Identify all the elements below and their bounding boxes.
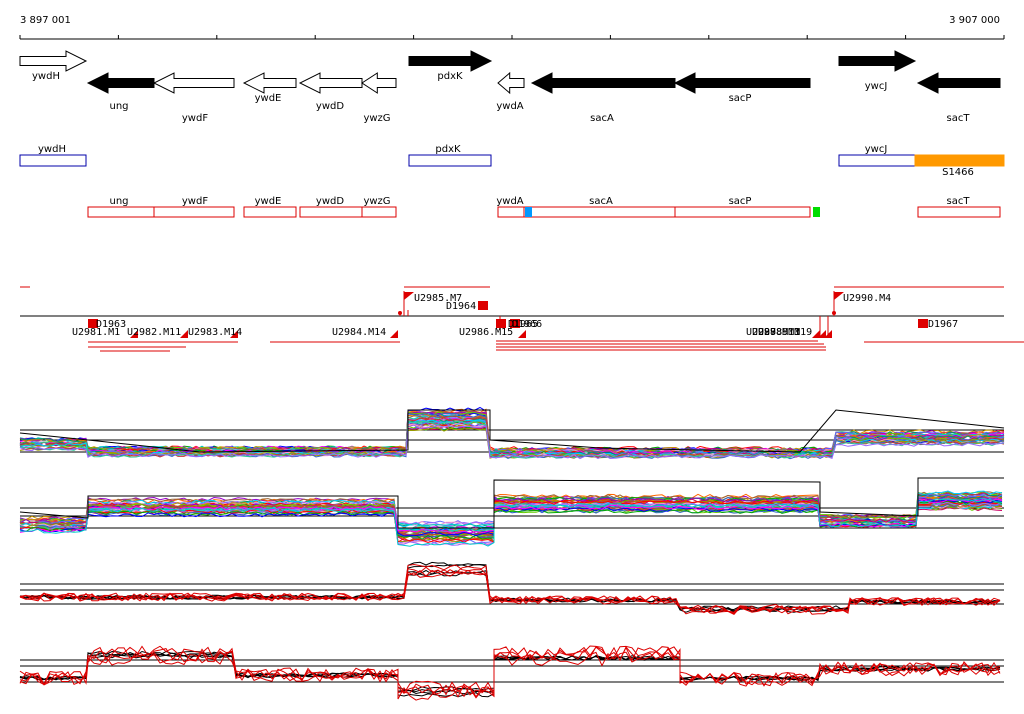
gene-label-ywdA: ywdA <box>496 101 523 112</box>
minus-label-ywzG: ywzG <box>363 196 390 207</box>
gene-label-ywdD: ywdD <box>316 101 344 112</box>
promoter-triangle <box>180 330 188 338</box>
gene-arrow-ywcJ[interactable] <box>838 50 917 72</box>
gene-arrow-ywdF[interactable] <box>152 72 235 94</box>
minus-box-sacT[interactable] <box>917 206 1001 218</box>
minus-box-ywdD[interactable] <box>299 206 363 218</box>
plus-label-ywdH: ywdH <box>38 144 66 155</box>
feature-label-U2984.M14: U2984.M14 <box>332 327 386 338</box>
gene-label-sacT: sacT <box>947 113 971 124</box>
plus-strand-track: ywdH pdxK ywcJ S1466 <box>19 144 1005 178</box>
feature-label-D1965: D1965 <box>508 319 538 330</box>
gene-arrow-ywdH[interactable] <box>19 50 88 72</box>
plus-box-pdxK[interactable] <box>408 154 492 167</box>
feature-label-D1966: D1966 <box>512 319 542 330</box>
profile-panel-4 <box>19 645 1004 701</box>
minus-label-ung: ung <box>109 196 128 207</box>
promoter-triangle <box>130 330 138 338</box>
minus-strand-track: ung ywdF ywdE ywdD ywzG ywdA sacA sacP sacT <box>87 196 1001 218</box>
minus-label-sacT: sacT <box>947 196 971 207</box>
minus-label-ywdD: ywdD <box>316 196 344 207</box>
expression-profiles <box>19 406 1005 701</box>
promoter-triangle <box>390 330 398 338</box>
feature-label-U2982.M11: U2982.M11 <box>127 327 181 338</box>
feature-label-D1967: D1967 <box>928 319 958 330</box>
minus-box-ywdF[interactable] <box>153 206 235 218</box>
minus-label-ywdE: ywdE <box>255 196 282 207</box>
coord-start: 3 897 001 <box>20 15 71 26</box>
plus-label-pdxK: pdxK <box>435 144 461 155</box>
gene-label-pdxK: pdxK <box>437 71 463 82</box>
minus-box-ywdE[interactable] <box>243 206 297 218</box>
minus-label-sacA: sacA <box>589 196 613 207</box>
coord-end: 3 907 000 <box>949 15 1000 26</box>
gene-arrow-ywdD[interactable] <box>298 72 363 94</box>
minus-box-ywzG[interactable] <box>361 206 397 218</box>
plus-box-ywdH[interactable] <box>19 154 87 167</box>
plus-box-ywcJ[interactable] <box>838 154 916 167</box>
plus-box-S1466[interactable] <box>914 154 1005 167</box>
gene-arrow-sacP[interactable] <box>673 72 811 94</box>
feature-label-D1964: D1964 <box>446 301 476 312</box>
minus-mark-0 <box>525 207 532 217</box>
feature-label-D1963: D1963 <box>96 319 126 330</box>
feature-track-lines <box>20 286 1024 352</box>
minus-label-sacP: sacP <box>729 196 752 207</box>
profile-panel-2 <box>19 477 1004 547</box>
minus-box-ywdA[interactable] <box>497 206 525 218</box>
terminator-block <box>478 301 488 310</box>
minus-mark-1 <box>813 207 820 217</box>
minus-box-sacA[interactable] <box>523 206 676 218</box>
promoter-flag <box>834 292 844 300</box>
terminator-block <box>918 319 928 328</box>
feature-label-U2983.M14: U2983.M14 <box>188 327 242 338</box>
gene-arrow-ywzG[interactable] <box>361 72 397 94</box>
coordinate-ruler <box>19 35 1005 40</box>
gene-label-ung: ung <box>109 101 128 112</box>
profile-panel-3 <box>19 561 1004 616</box>
promoter-triangle <box>518 330 526 338</box>
minus-box-ung[interactable] <box>87 206 155 218</box>
feature-label-U2990.M4: U2990.M4 <box>843 293 891 304</box>
promoter-triangle <box>230 330 238 338</box>
feature-label-U2988.M1: U2988.M1 <box>752 327 800 338</box>
gene-arrows-track: ywdH ung ywdF ywdE ywdD ywzG pdxK ywdA sacA sacP y… <box>19 50 1001 124</box>
gene-label-sacP: sacP <box>729 93 752 104</box>
gene-label-ywdF: ywdF <box>182 113 208 124</box>
terminator-block <box>510 319 520 328</box>
feature-label-U2981.M1: U2981.M1 <box>72 327 120 338</box>
gene-label-ywdH: ywdH <box>32 71 60 82</box>
promoter-triangle <box>812 330 820 338</box>
feature-label-U2987.M13: U2987.M13 <box>746 327 800 338</box>
feature-label-U2985.M7: U2985.M7 <box>414 293 462 304</box>
terminator-block <box>496 319 506 328</box>
minus-label-ywdA: ywdA <box>496 196 523 207</box>
gene-label-ywcJ: ywcJ <box>865 81 888 92</box>
feature-label-U2986.M15: U2986.M15 <box>459 327 513 338</box>
plus-label-S1466: S1466 <box>942 167 974 178</box>
gene-label-ywzG: ywzG <box>363 113 390 124</box>
minus-label-ywdF: ywdF <box>182 196 208 207</box>
gene-arrow-sacT[interactable] <box>916 72 1001 94</box>
gene-label-sacA: sacA <box>590 113 614 124</box>
terminator-block <box>88 319 98 328</box>
gene-arrow-sacA[interactable] <box>530 72 676 94</box>
profile-panel-1 <box>19 406 1005 460</box>
plus-label-ywcJ: ywcJ <box>865 144 888 155</box>
gene-arrow-ywdE[interactable] <box>242 72 297 94</box>
gene-arrow-ywdA[interactable] <box>497 71 525 95</box>
gene-arrow-pdxK[interactable] <box>408 50 493 72</box>
feature-label-U2989.M19: U2989.M19 <box>758 327 812 338</box>
gene-label-ywdE: ywdE <box>255 93 282 104</box>
minus-box-sacP[interactable] <box>674 206 811 218</box>
promoter-flag <box>404 292 414 300</box>
gene-arrow-ung[interactable] <box>86 72 155 94</box>
